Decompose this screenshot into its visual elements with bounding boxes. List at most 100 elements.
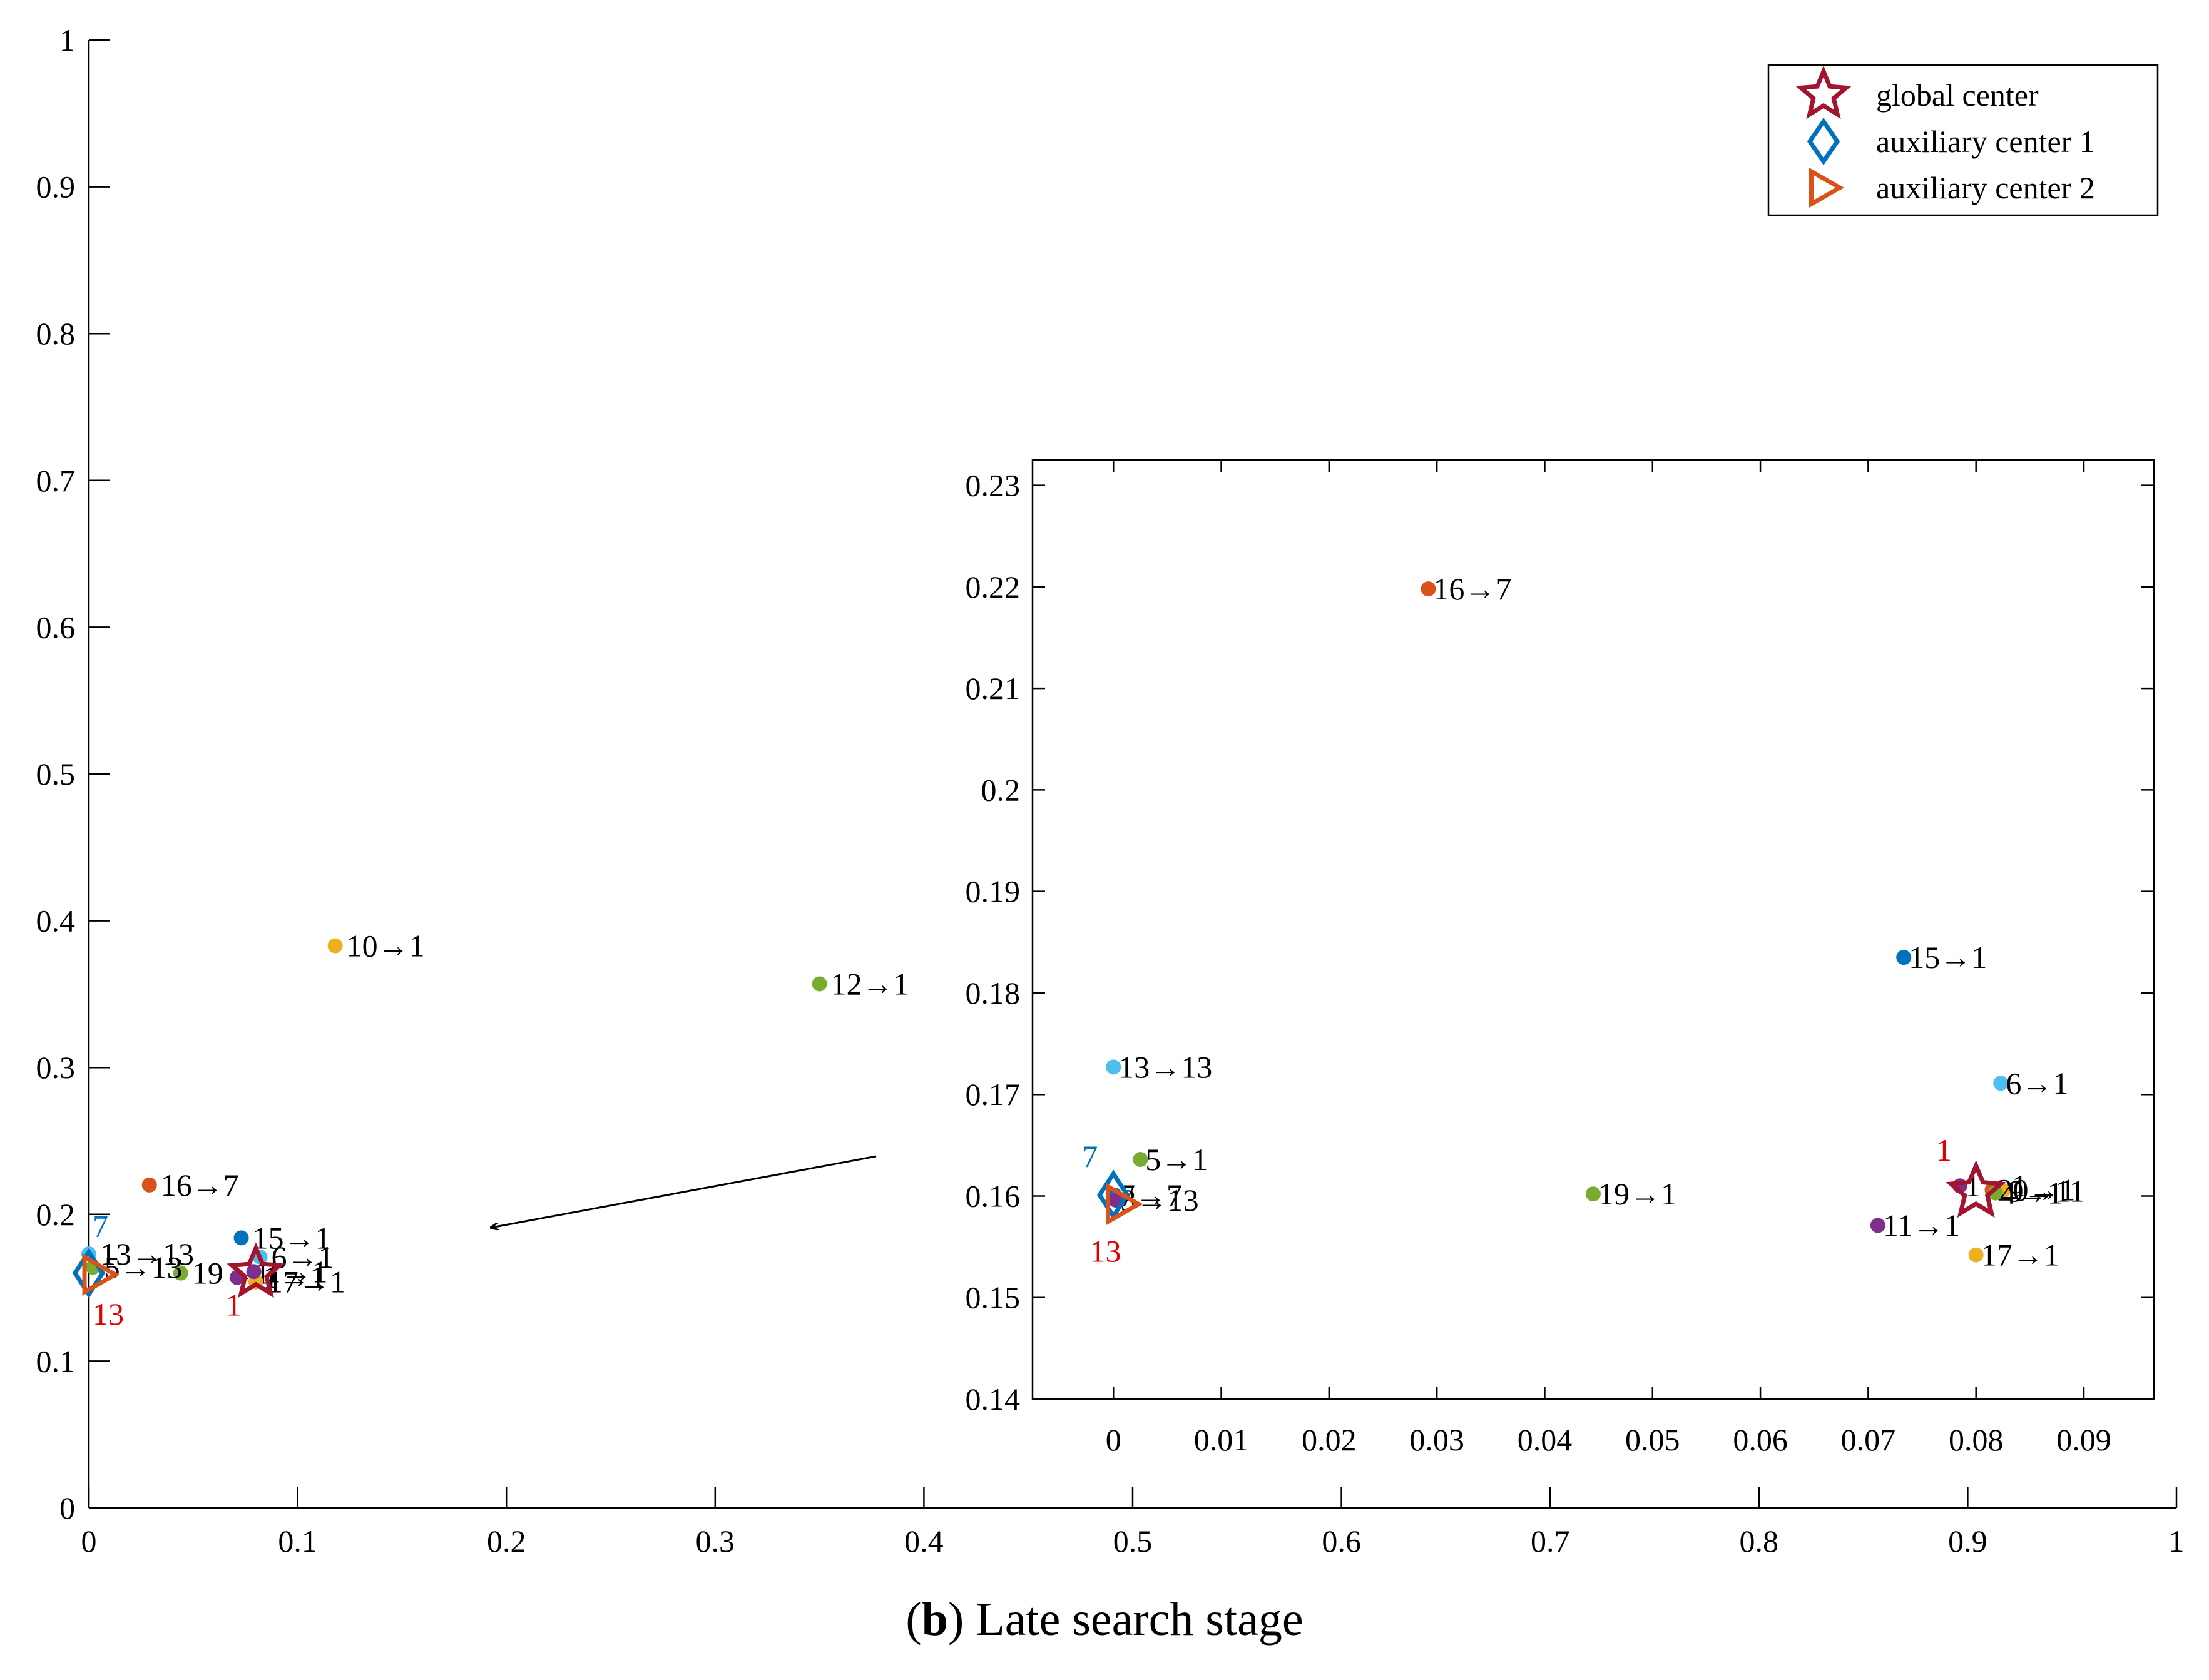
- inset-y-tick-label: 0.18: [966, 975, 1021, 1011]
- inset-global-center-marker: [1946, 1159, 2007, 1218]
- data-point: [233, 1230, 249, 1246]
- inset-point-label: 17→1: [1981, 1238, 2059, 1273]
- x-tick-label: 0.1: [278, 1524, 317, 1559]
- inset-y-tick-label: 0.21: [966, 671, 1021, 706]
- zoom-callout: [491, 1155, 877, 1228]
- inset-x-tick-label: 0.06: [1733, 1422, 1788, 1457]
- inset-data-point: [1133, 1152, 1148, 1168]
- y-tick-label: 0.9: [36, 170, 76, 205]
- aux2-center-marker: [82, 1253, 120, 1296]
- inset-x-tick-label: 0.07: [1841, 1422, 1896, 1457]
- x-tick-label: 0.2: [487, 1524, 526, 1559]
- inset-x-tick-label: 0.02: [1302, 1422, 1357, 1457]
- x-tick-label: 0.9: [1948, 1524, 1987, 1559]
- inset-y-tick-label: 0.2: [981, 772, 1021, 807]
- main-plot: 0 0.1 0.2 0.3 0.4 0.5 0.6 0.7 0.8 0.9 1 0 0.1 0.2 0.3 0…: [36, 23, 2185, 1559]
- point-label: 15→1: [253, 1220, 331, 1255]
- inset-x-tick-label: 0.09: [2056, 1422, 2111, 1457]
- point-label: 10→1: [347, 928, 425, 963]
- y-tick-label: 0.6: [36, 609, 76, 644]
- inset-x-tick-label: 0.05: [1625, 1422, 1680, 1457]
- point-label: 5→13: [105, 1250, 183, 1285]
- inset-aux2-tag: 13: [1090, 1233, 1121, 1268]
- x-tick-label: 0: [81, 1524, 97, 1559]
- x-tick-label: 1: [2169, 1524, 2185, 1559]
- inset-data-point: [1993, 1076, 2009, 1091]
- diamond-icon: [1807, 117, 1840, 166]
- x-tick-label: 0.6: [1322, 1524, 1361, 1559]
- inset-point-label: 16→7: [1433, 571, 1511, 606]
- legend-entry-label: auxiliary center 1: [1876, 124, 2095, 159]
- legend: global center auxiliary center 1 auxiliary…: [1767, 64, 2159, 216]
- inset-data-point: [1968, 1247, 1984, 1263]
- inset-data-point: [1586, 1186, 1601, 1202]
- inset-point-label: 11→1: [1883, 1208, 1960, 1243]
- x-tick-label: 0.7: [1531, 1524, 1570, 1559]
- data-point: [141, 1177, 157, 1193]
- y-tick-label: 0.7: [36, 463, 76, 498]
- inset-point-label: 9→11: [2008, 1173, 2085, 1208]
- legend-entry-label: auxiliary center 2: [1876, 170, 2095, 205]
- inset-x-tick-label: 0.03: [1409, 1422, 1464, 1457]
- data-point: [246, 1264, 262, 1280]
- inset-aux2-center-marker: [1106, 1183, 1143, 1226]
- y-tick-label: 0.4: [36, 904, 76, 939]
- global-center-marker: [227, 1242, 285, 1298]
- y-tick-label: 0.3: [36, 1050, 76, 1085]
- y-tick-label: 0.1: [36, 1343, 76, 1378]
- point-label: 16→7: [161, 1168, 239, 1203]
- x-tick-label: 0.3: [696, 1524, 735, 1559]
- inset-data-point: [1421, 581, 1436, 597]
- y-tick-label: 0: [59, 1490, 75, 1525]
- inset-point-label: 19→1: [1598, 1176, 1676, 1211]
- point-label: 6→1: [272, 1240, 334, 1275]
- caption-letter: b: [921, 1593, 949, 1646]
- aux2-tag: 13: [93, 1296, 124, 1331]
- inset-y-tick-label: 0.17: [966, 1077, 1021, 1112]
- inset-data-point: [1106, 1059, 1121, 1075]
- y-tick-label: 0.2: [36, 1197, 76, 1232]
- inset-data-point: [1870, 1218, 1885, 1233]
- point-label: 17→1: [267, 1265, 345, 1300]
- inset-y-tick-label: 0.19: [966, 874, 1021, 909]
- y-tick-label: 1: [59, 23, 75, 58]
- data-point: [173, 1265, 188, 1281]
- inset-x-tick-label: 0.01: [1194, 1422, 1249, 1457]
- inset-y-tick-label: 0.23: [966, 468, 1021, 503]
- inset-point-label: 13→13: [1118, 1049, 1212, 1084]
- star-icon: [1795, 65, 1852, 120]
- inset-x-tick-label: 0.04: [1518, 1422, 1573, 1457]
- inset-x-tick-label: 0.08: [1949, 1422, 2004, 1457]
- inset-y-tick-label: 0.22: [966, 569, 1021, 604]
- inset-global-center-tag: 1: [1936, 1133, 1952, 1168]
- inset-point-label: 6→1: [2006, 1066, 2068, 1101]
- data-point: [327, 938, 343, 954]
- inset-aux1-tag: 7: [1082, 1139, 1098, 1174]
- inset-frame: [1031, 459, 2155, 1400]
- y-tick-label: 0.8: [36, 316, 76, 351]
- inset-point-label: 15→1: [1909, 940, 1987, 975]
- aux1-tag: 7: [93, 1209, 108, 1244]
- point-label: 13→13: [100, 1236, 194, 1271]
- inset-point-label: 4→1: [2001, 1176, 2063, 1211]
- x-tick-label: 0.5: [1113, 1524, 1153, 1559]
- inset-y-tick-label: 0.15: [966, 1280, 1021, 1315]
- figure-caption: (b) Late search stage: [906, 1593, 1303, 1646]
- x-tick-label: 0.4: [904, 1524, 944, 1559]
- inset-data-point: [1896, 950, 1912, 965]
- zoom-arrow: [491, 1155, 877, 1228]
- inset-y-tick-label: 0.16: [966, 1178, 1021, 1213]
- x-tick-label: 0.8: [1740, 1524, 1779, 1559]
- y-tick-label: 0.5: [36, 756, 76, 792]
- global-center-tag: 1: [226, 1288, 242, 1323]
- legend-entry-label: global center: [1876, 78, 2039, 113]
- data-point: [812, 976, 827, 992]
- triangle-right-icon: [1809, 167, 1845, 208]
- caption-text: Late search stage: [976, 1593, 1303, 1646]
- inset-y-tick-label: 0.14: [966, 1382, 1021, 1417]
- inset-plot: 0 0.01 0.02 0.03 0.04 0.05 0.06 0.07 0.08 0.09 0.1…: [966, 459, 2155, 1457]
- point-label: 12→1: [831, 966, 909, 1001]
- inset-x-tick-label: 0: [1106, 1422, 1121, 1457]
- inset-point-label: 5→1: [1145, 1142, 1208, 1177]
